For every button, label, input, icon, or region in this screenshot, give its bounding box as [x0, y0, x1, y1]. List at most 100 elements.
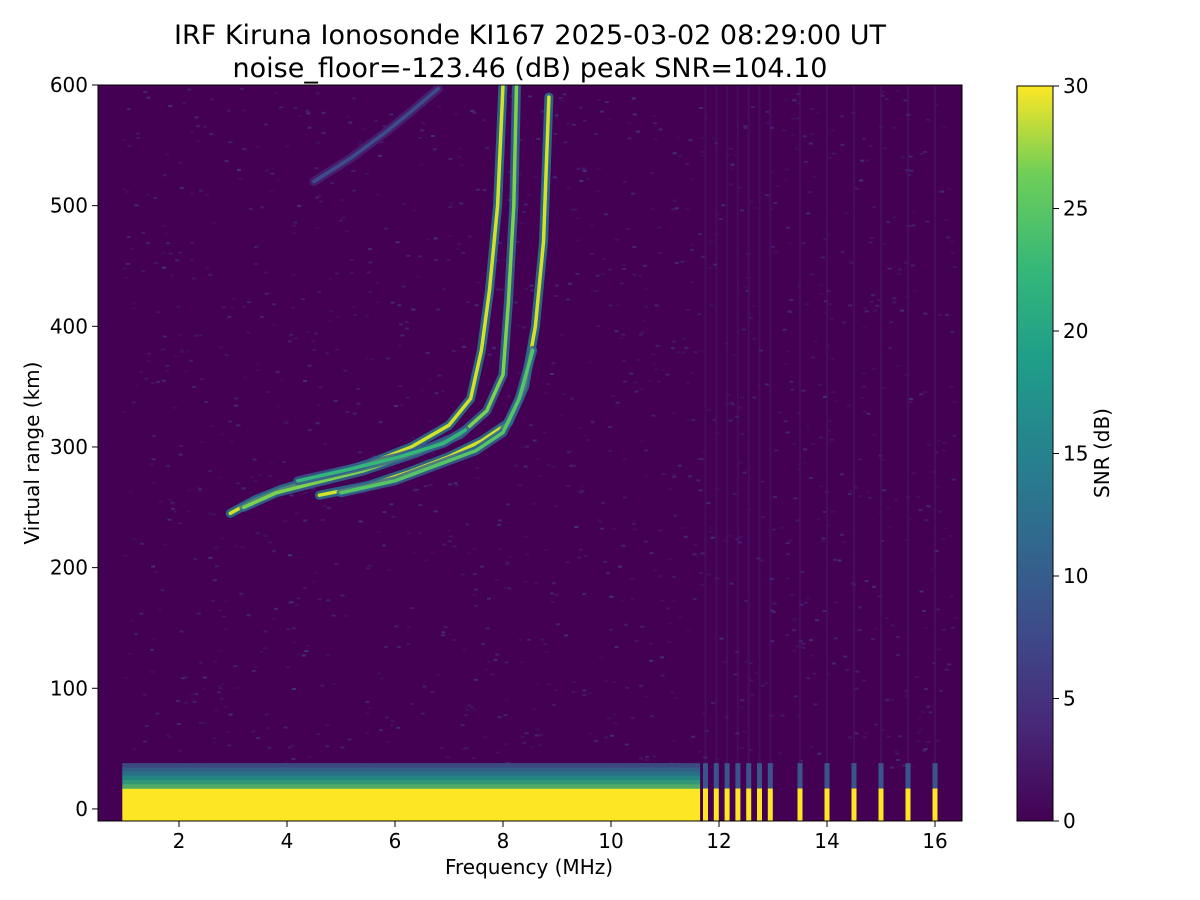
noise-speckle — [144, 724, 149, 727]
noise-speckle — [248, 207, 253, 210]
noise-speckle — [566, 485, 571, 487]
noise-speckle — [305, 109, 310, 112]
noise-speckle — [154, 261, 159, 264]
noise-speckle — [673, 514, 678, 517]
noise-speckle — [723, 539, 727, 542]
noise-speckle — [239, 592, 244, 595]
noise-speckle — [596, 325, 600, 328]
noise-speckle — [600, 527, 605, 530]
high-freq-noise-column — [704, 85, 707, 764]
noise-speckle — [733, 153, 738, 156]
high-freq-column-edge — [724, 763, 730, 789]
noise-speckle — [224, 160, 229, 163]
noise-speckle — [268, 541, 273, 544]
noise-speckle — [785, 577, 790, 580]
noise-speckle — [789, 299, 794, 301]
noise-speckle — [135, 132, 140, 135]
noise-speckle — [298, 114, 303, 117]
noise-speckle — [249, 476, 254, 479]
noise-speckle — [391, 515, 396, 518]
noise-speckle — [903, 99, 908, 102]
noise-speckle — [918, 509, 923, 512]
noise-speckle — [582, 689, 587, 692]
noise-speckle — [419, 163, 424, 166]
noise-speckle — [737, 541, 742, 544]
noise-speckle — [425, 351, 430, 354]
noise-speckle — [526, 193, 531, 196]
noise-speckle — [283, 761, 288, 764]
noise-speckle — [376, 193, 381, 196]
noise-speckle — [922, 150, 927, 153]
noise-speckle — [185, 350, 190, 353]
noise-speckle — [752, 396, 757, 399]
noise-speckle — [424, 458, 429, 461]
noise-speckle — [916, 740, 921, 743]
noise-speckle — [524, 553, 529, 556]
noise-speckle — [295, 512, 300, 515]
noise-speckle — [697, 313, 702, 316]
noise-speckle — [792, 442, 797, 445]
plot-background — [98, 85, 962, 821]
noise-speckle — [379, 141, 384, 144]
noise-speckle — [165, 734, 170, 737]
noise-speckle — [461, 748, 466, 750]
noise-speckle — [505, 563, 510, 565]
noise-speckle — [198, 488, 202, 491]
noise-speckle — [922, 610, 926, 612]
noise-speckle — [886, 221, 891, 224]
noise-speckle — [473, 678, 478, 681]
noise-speckle — [150, 670, 155, 673]
noise-speckle — [149, 463, 154, 466]
noise-speckle — [229, 440, 234, 443]
high-freq-noise-column — [715, 85, 718, 764]
noise-speckle — [693, 543, 698, 546]
noise-speckle — [417, 531, 422, 534]
noise-speckle — [165, 369, 170, 372]
noise-speckle — [583, 554, 588, 557]
noise-speckle — [161, 379, 166, 382]
x-axis: 2 4 6 8 10 12 14 16 — [173, 821, 948, 853]
noise-speckle — [376, 531, 381, 534]
high-freq-noise-column — [769, 85, 772, 764]
noise-speckle — [742, 730, 747, 733]
noise-speckle — [654, 304, 659, 307]
noise-speckle — [234, 397, 239, 400]
noise-speckle — [503, 586, 508, 589]
noise-speckle — [651, 414, 656, 417]
noise-speckle — [317, 291, 321, 294]
noise-speckle — [842, 321, 847, 324]
noise-speckle — [504, 698, 509, 701]
noise-speckle — [937, 313, 942, 316]
noise-speckle — [280, 378, 285, 381]
noise-speckle — [862, 326, 867, 329]
noise-speckle — [774, 449, 779, 452]
noise-speckle — [649, 642, 653, 645]
noise-speckle — [351, 97, 356, 100]
noise-speckle — [304, 650, 309, 653]
noise-speckle — [349, 259, 354, 261]
noise-speckle — [676, 136, 681, 139]
noise-speckle — [205, 266, 210, 269]
noise-speckle — [196, 139, 201, 142]
noise-speckle — [923, 390, 928, 393]
noise-speckle — [857, 458, 862, 461]
noise-speckle — [822, 610, 827, 612]
noise-speckle — [902, 764, 907, 767]
noise-speckle — [937, 648, 941, 651]
noise-speckle — [784, 98, 789, 101]
noise-speckle — [289, 601, 294, 604]
noise-speckle — [127, 652, 132, 655]
noise-speckle — [830, 438, 834, 441]
noise-speckle — [833, 400, 838, 403]
noise-speckle — [812, 175, 817, 178]
noise-speckle — [434, 392, 439, 395]
noise-speckle — [452, 545, 457, 548]
noise-speckle — [903, 261, 908, 264]
noise-speckle — [255, 737, 260, 739]
noise-speckle — [596, 519, 601, 522]
noise-speckle — [700, 154, 705, 157]
noise-speckle — [890, 766, 895, 769]
noise-speckle — [942, 126, 947, 129]
noise-speckle — [818, 485, 823, 488]
high-freq-ground-column — [878, 788, 884, 821]
